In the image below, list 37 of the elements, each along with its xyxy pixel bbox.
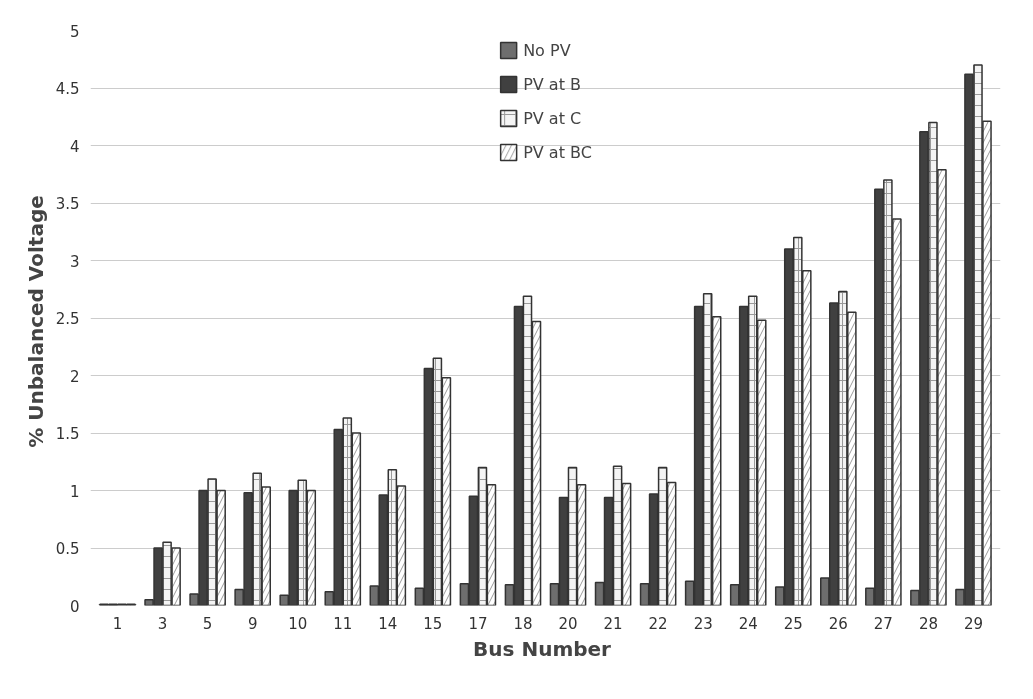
y-tick-label: 1: [69, 482, 80, 501]
y-tick-label: 0.5: [55, 540, 80, 558]
x-tick-label: 20: [558, 614, 578, 633]
x-tick-label: 1: [112, 614, 123, 633]
x-tick-label: 10: [288, 614, 308, 633]
y-tick-label: 4.5: [55, 80, 80, 98]
legend-label: PV at B: [523, 74, 581, 94]
x-tick-label: 28: [918, 614, 938, 633]
x-tick-label: 21: [603, 614, 623, 633]
y-tick-label: 1.5: [55, 425, 80, 443]
x-tick-label: 15: [423, 614, 443, 633]
x-tick-label: 29: [963, 614, 984, 633]
y-tick-label: 2.5: [55, 310, 80, 328]
y-tick-label: 4: [69, 137, 80, 156]
x-tick-label: 24: [738, 614, 758, 633]
x-tick-label: 23: [693, 614, 713, 633]
x-tick-label: 14: [378, 614, 398, 633]
x-tick-label: 9: [247, 614, 258, 633]
x-tick-label: 27: [873, 614, 893, 633]
x-tick-label: 25: [783, 614, 803, 633]
x-tick-label: 11: [333, 614, 353, 633]
y-tick-label: 5: [69, 22, 80, 41]
x-tick-label: 17: [468, 614, 488, 633]
y-tick-label: 3.5: [55, 195, 80, 213]
x-axis-title: Bus Number: [473, 636, 612, 661]
x-tick-label: 18: [513, 614, 533, 633]
x-tick-label: 3: [157, 614, 168, 633]
x-tick-label: 22: [648, 614, 668, 633]
y-axis-title: % Unbalanced Voltage: [23, 195, 48, 448]
legend-label: PV at BC: [523, 142, 592, 162]
x-tick-label: 26: [828, 614, 848, 633]
x-tick-label: 5: [202, 614, 213, 633]
y-tick-label: 3: [69, 252, 80, 271]
legend-label: No PV: [523, 40, 571, 60]
y-tick-label: 0: [69, 597, 80, 616]
y-tick-label: 2: [69, 367, 80, 386]
legend-label: PV at C: [523, 108, 582, 128]
